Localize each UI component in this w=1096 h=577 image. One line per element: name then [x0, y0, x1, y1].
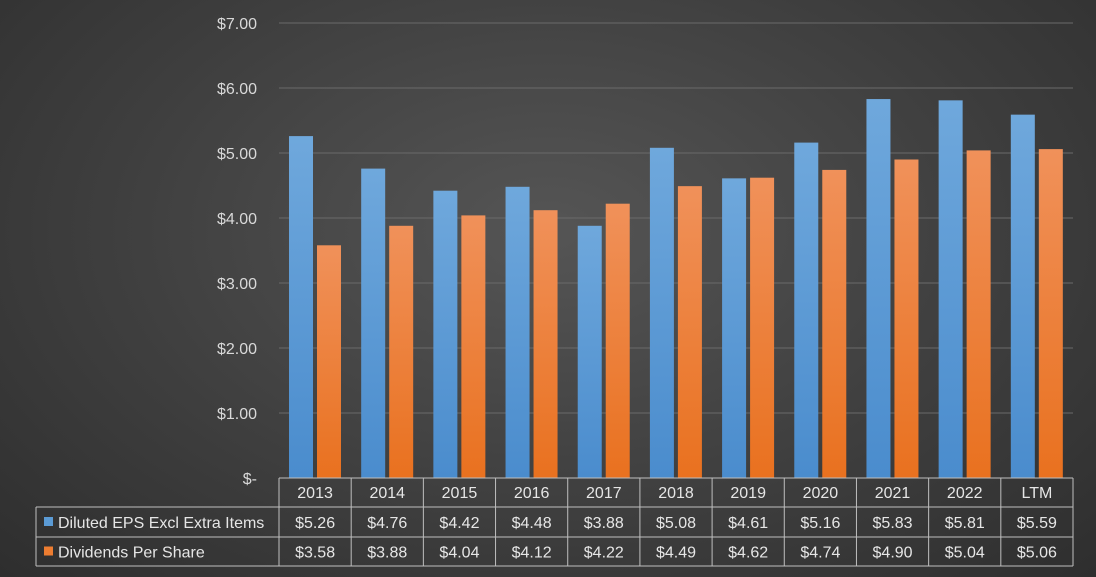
table-category-label: 2021: [875, 485, 911, 502]
bar-eps-2018: [649, 147, 674, 479]
table-category-label: 2017: [586, 485, 622, 502]
data-table: 2013 2014 2015 2016 2017 2018 2019 2020 2021 2022…: [35, 477, 1074, 567]
data-label-dividends-2015: $4.04: [439, 545, 479, 562]
bar-dividends-2016: [533, 210, 558, 478]
bar-eps-2016: [505, 186, 530, 479]
bar-dividends-2018: [677, 186, 702, 478]
legend-label-dividends: Dividends Per Share: [58, 545, 205, 562]
data-label-dividends-2013: $3.58: [295, 545, 335, 562]
table-category-label: 2013: [297, 485, 333, 502]
y-tick-label: $7.00: [217, 16, 257, 33]
bar-eps-2019: [722, 178, 747, 478]
data-label-eps-2021: $5.83: [873, 515, 913, 532]
data-label-eps-2016: $4.48: [512, 515, 552, 532]
bar-dividends-2013: [317, 245, 341, 478]
data-label-eps-2017: $3.88: [584, 515, 624, 532]
bar-dividends-2020: [822, 169, 847, 478]
y-tick-label: $5.00: [217, 146, 257, 163]
bar-eps-2014: [361, 168, 386, 478]
bars: [289, 99, 1063, 479]
data-label-eps-2020: $5.16: [800, 515, 840, 532]
data-label-dividends-2022: $5.04: [945, 545, 985, 562]
data-label-eps-2022: $5.81: [945, 515, 985, 532]
table-category-label: 2015: [442, 485, 478, 502]
bar-eps-2015: [433, 190, 458, 478]
y-tick-label: $2.00: [217, 341, 257, 358]
bar-eps-2017: [577, 225, 602, 478]
bar-dividends-LTM: [1038, 149, 1063, 478]
bar-dividends-2022: [966, 150, 991, 478]
data-label-eps-2018: $5.08: [656, 515, 696, 532]
bar-dividends-2017: [605, 203, 630, 478]
table-category-label: 2014: [369, 485, 405, 502]
data-label-dividends-2020: $4.74: [800, 545, 840, 562]
y-tick-label: $3.00: [217, 276, 257, 293]
y-tick-label: $1.00: [217, 406, 257, 423]
data-label-dividends-2017: $4.22: [584, 545, 624, 562]
bar-eps-LTM: [1010, 114, 1035, 479]
bar-eps-2013: [289, 136, 313, 478]
data-label-dividends-2021: $4.90: [873, 545, 913, 562]
bar-eps-2021: [866, 99, 891, 479]
data-label-eps-2013: $5.26: [295, 515, 335, 532]
data-label-eps-2015: $4.42: [439, 515, 479, 532]
data-label-dividends-2016: $4.12: [512, 545, 552, 562]
table-category-label: 2022: [947, 485, 983, 502]
data-label-eps-LTM: $5.59: [1017, 515, 1057, 532]
table-category-label: 2018: [658, 485, 694, 502]
legend-key-dividends: [44, 546, 53, 556]
y-axis-tick-labels: $- $1.00 $2.00 $3.00 $4.00 $5.00 $6.00 $7.00: [217, 16, 257, 488]
data-label-dividends-2014: $3.88: [367, 545, 407, 562]
y-tick-label: $-: [243, 471, 257, 488]
data-label-eps-2014: $4.76: [367, 515, 407, 532]
bar-dividends-2019: [750, 177, 775, 478]
y-tick-label: $6.00: [217, 81, 257, 98]
table-category-label: LTM: [1022, 485, 1053, 502]
data-label-dividends-LTM: $5.06: [1017, 545, 1057, 562]
data-label-dividends-2018: $4.49: [656, 545, 696, 562]
legend-key-eps: [44, 517, 53, 526]
legend-label-eps: Diluted EPS Excl Extra Items: [58, 515, 264, 532]
bar-dividends-2014: [389, 225, 414, 478]
table-category-label: 2019: [730, 485, 766, 502]
bar-dividends-2015: [461, 215, 486, 478]
table-category-label: 2020: [803, 485, 839, 502]
bar-eps-2020: [794, 142, 819, 478]
y-tick-label: $4.00: [217, 211, 257, 228]
table-category-label: 2016: [514, 485, 550, 502]
bar-eps-2022: [938, 100, 963, 478]
data-label-dividends-2019: $4.62: [728, 545, 768, 562]
data-label-eps-2019: $4.61: [728, 515, 768, 532]
bar-dividends-2021: [894, 159, 919, 478]
